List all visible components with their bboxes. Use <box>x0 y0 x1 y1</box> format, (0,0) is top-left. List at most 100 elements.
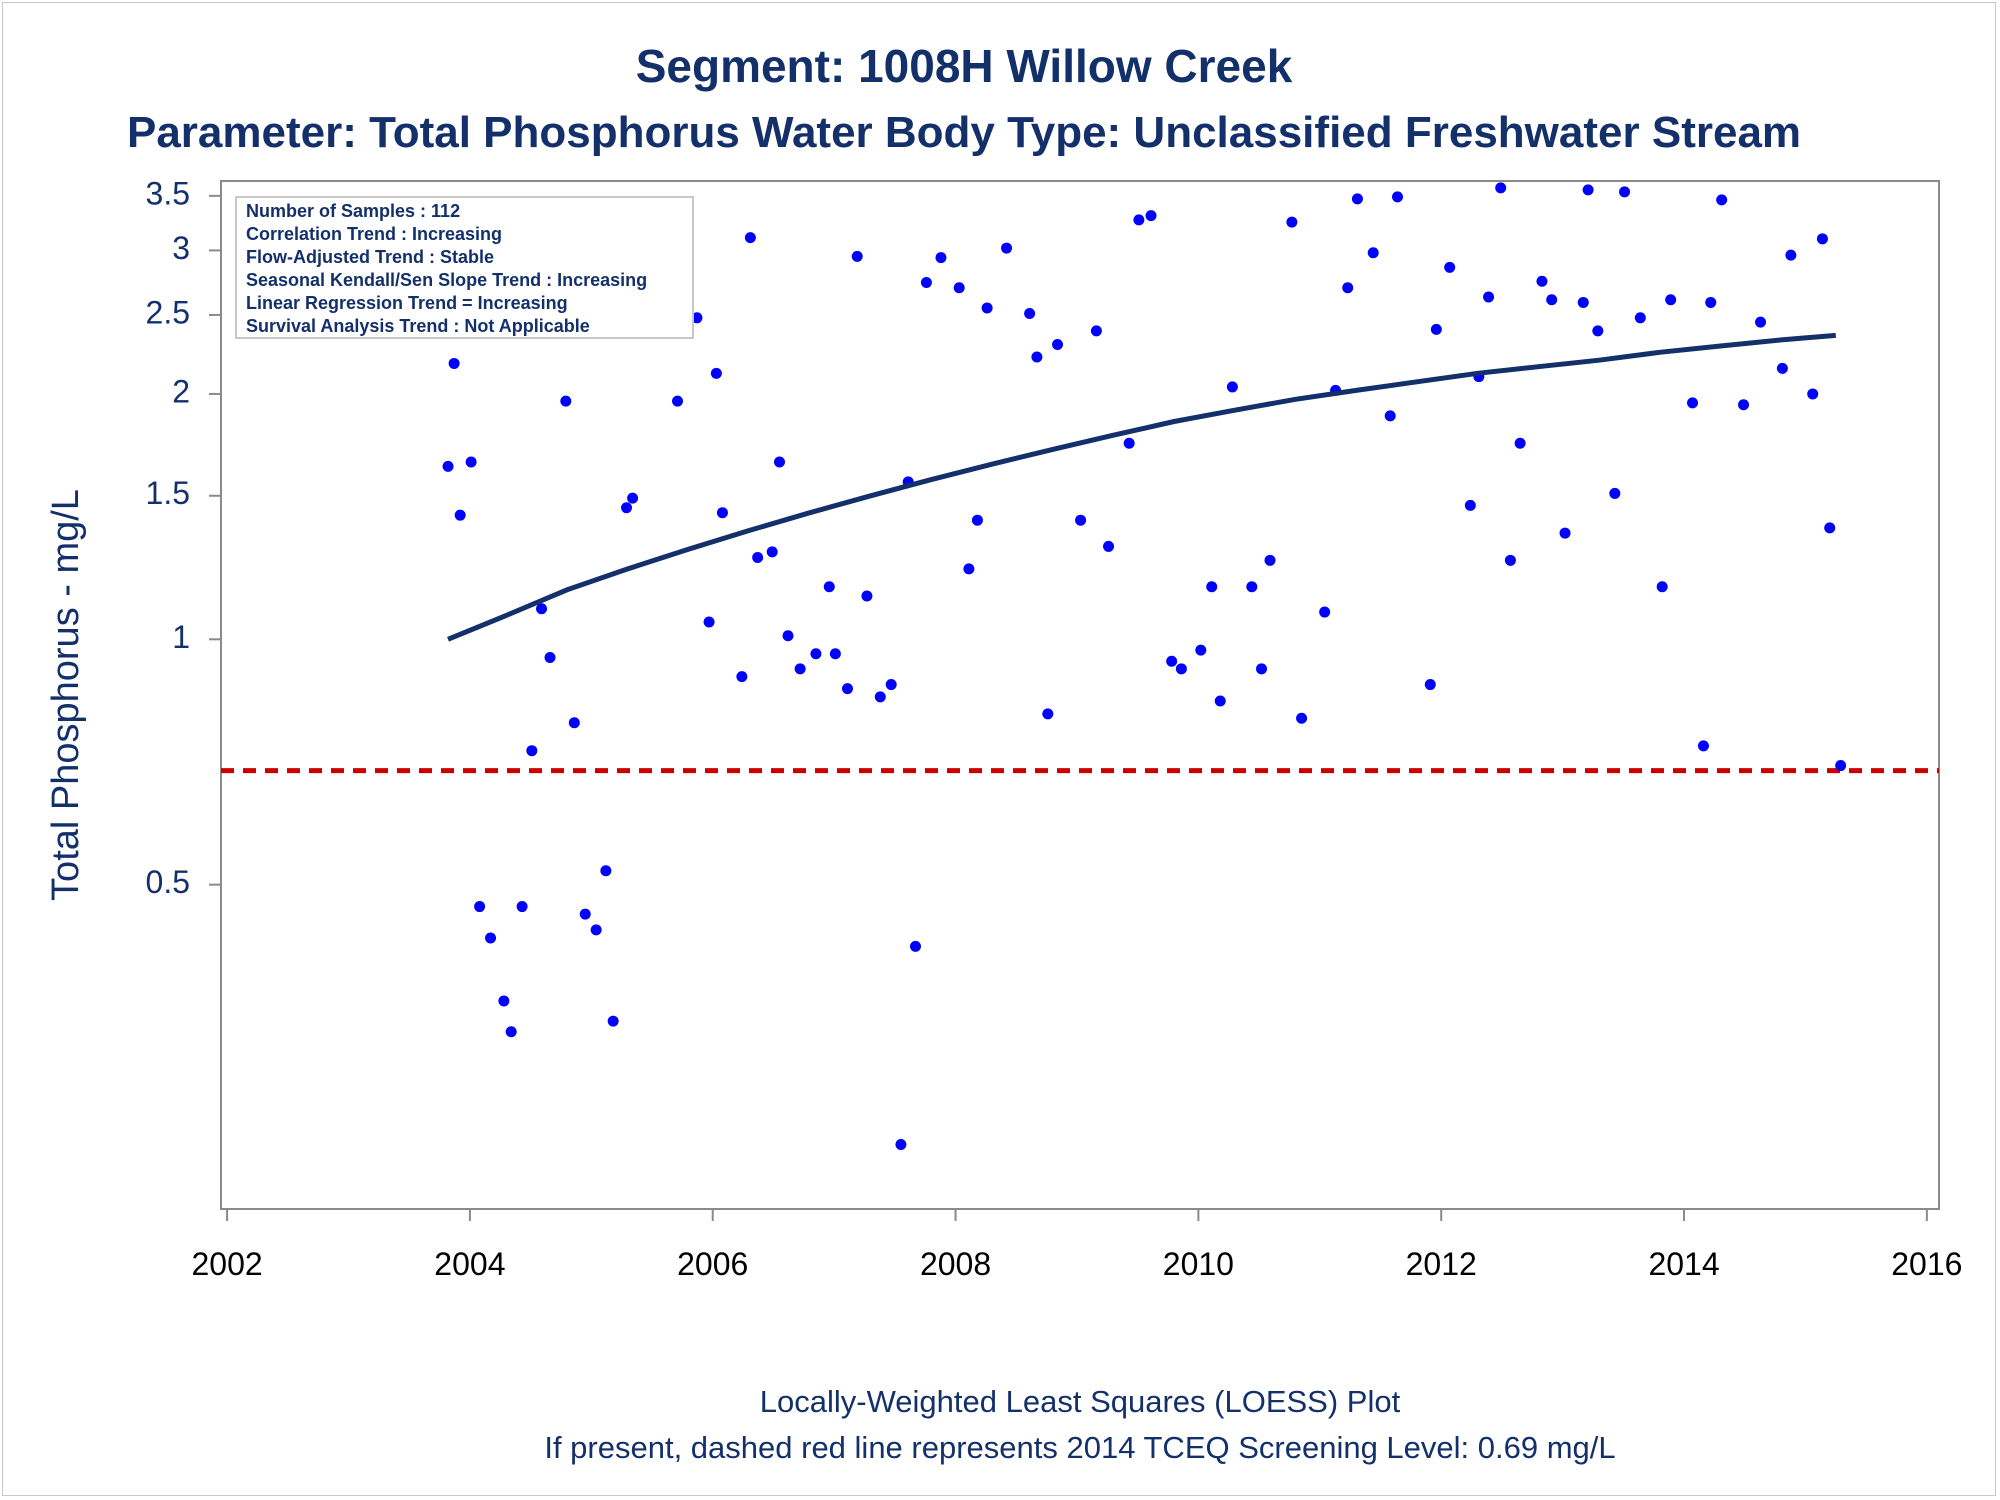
data-point <box>1424 679 1436 691</box>
data-point <box>1090 325 1102 337</box>
data-point <box>1024 308 1036 320</box>
y-tick-label-1.5: 1.5 <box>146 475 190 511</box>
data-point <box>885 679 897 691</box>
data-point <box>935 252 947 264</box>
data-point <box>1342 282 1354 294</box>
stats-line-linear-regression: Linear Regression Trend = Increasing <box>246 293 568 313</box>
data-point <box>1697 740 1709 752</box>
data-point <box>1835 760 1847 772</box>
data-point <box>1755 316 1767 328</box>
data-point <box>621 502 633 514</box>
data-point <box>1582 184 1594 196</box>
data-point <box>1464 499 1476 511</box>
data-point <box>1103 540 1115 552</box>
stats-line-flow-adjusted: Flow-Adjusted Trend : Stable <box>246 247 494 267</box>
data-point <box>782 630 794 642</box>
data-point <box>1123 437 1135 449</box>
data-point <box>1075 514 1087 526</box>
data-point <box>474 901 486 913</box>
data-point <box>1226 381 1238 393</box>
data-point <box>1256 663 1268 675</box>
footnote-screening: If present, dashed red line represents 2… <box>544 1430 1615 1465</box>
data-point <box>703 616 715 628</box>
data-point <box>526 745 538 757</box>
data-point <box>909 940 921 952</box>
stats-line-correlation: Correlation Trend : Increasing <box>246 224 502 244</box>
data-point <box>1807 388 1819 400</box>
data-point <box>736 671 748 683</box>
data-point <box>1351 193 1363 205</box>
y-tick-label-0.5: 0.5 <box>146 864 190 900</box>
data-point <box>774 456 786 468</box>
data-point <box>752 551 764 563</box>
data-point <box>1391 191 1403 203</box>
data-point <box>579 908 591 920</box>
x-tick-label-2006: 2006 <box>677 1246 748 1282</box>
data-point <box>981 302 993 314</box>
chart-subtitle: Parameter: Total Phosphorus Water Body T… <box>127 108 1801 157</box>
data-point <box>841 683 853 695</box>
chart-title: Segment: 1008H Willow Creek <box>636 40 1293 92</box>
x-tick-label-2004: 2004 <box>434 1246 505 1282</box>
data-point <box>1665 294 1677 306</box>
data-point <box>1042 708 1054 720</box>
data-point <box>485 932 497 944</box>
data-point <box>1195 644 1207 656</box>
footnote-loess: Locally-Weighted Least Squares (LOESS) P… <box>760 1384 1401 1419</box>
x-tick-label-2014: 2014 <box>1648 1246 1719 1282</box>
data-point <box>861 590 873 602</box>
data-point <box>963 563 975 575</box>
data-point <box>1559 527 1571 539</box>
data-point <box>971 514 983 526</box>
stats-box: Number of Samples : 112 Correlation Tren… <box>235 196 694 339</box>
data-point <box>1444 261 1456 273</box>
data-point <box>465 456 477 468</box>
data-point <box>1052 338 1064 350</box>
data-point <box>1133 214 1145 226</box>
data-point <box>716 507 728 519</box>
data-point <box>1776 362 1788 374</box>
data-points <box>442 182 1847 1150</box>
data-point <box>1716 194 1728 206</box>
data-point <box>1785 249 1797 261</box>
data-point <box>1175 663 1187 675</box>
data-point <box>1319 606 1331 618</box>
y-axis: 3.5 3 2.5 2 1.5 1 0.5 <box>146 175 221 900</box>
data-point <box>1687 397 1699 409</box>
data-point <box>1246 581 1258 593</box>
x-tick-label-2008: 2008 <box>920 1246 991 1282</box>
data-point <box>1384 410 1396 422</box>
data-point <box>1264 554 1276 566</box>
data-point <box>1430 323 1442 335</box>
data-point <box>498 995 510 1007</box>
data-point <box>568 717 580 729</box>
data-point <box>1166 655 1178 667</box>
data-point <box>1577 296 1589 308</box>
data-point <box>1206 581 1218 593</box>
data-point <box>454 509 466 521</box>
y-tick-label-2.5: 2.5 <box>146 294 190 330</box>
data-point <box>1609 487 1621 499</box>
data-point <box>1214 695 1226 707</box>
data-point <box>607 1015 619 1027</box>
data-point <box>691 312 703 324</box>
data-point <box>766 546 778 558</box>
plot-area <box>220 180 1940 1210</box>
data-point <box>544 651 556 663</box>
data-point <box>1504 554 1516 566</box>
data-point <box>1495 182 1507 194</box>
data-point <box>505 1026 517 1038</box>
data-point <box>1001 242 1013 254</box>
x-tick-label-2010: 2010 <box>1163 1246 1234 1282</box>
data-point <box>823 581 835 593</box>
data-point <box>1634 312 1646 324</box>
data-point <box>810 648 822 660</box>
stats-line-samples: Number of Samples : 112 <box>246 201 460 221</box>
data-point <box>1705 296 1717 308</box>
data-point <box>1031 351 1043 363</box>
data-point <box>1816 233 1828 245</box>
data-point <box>1367 247 1379 259</box>
data-point <box>1483 291 1495 303</box>
